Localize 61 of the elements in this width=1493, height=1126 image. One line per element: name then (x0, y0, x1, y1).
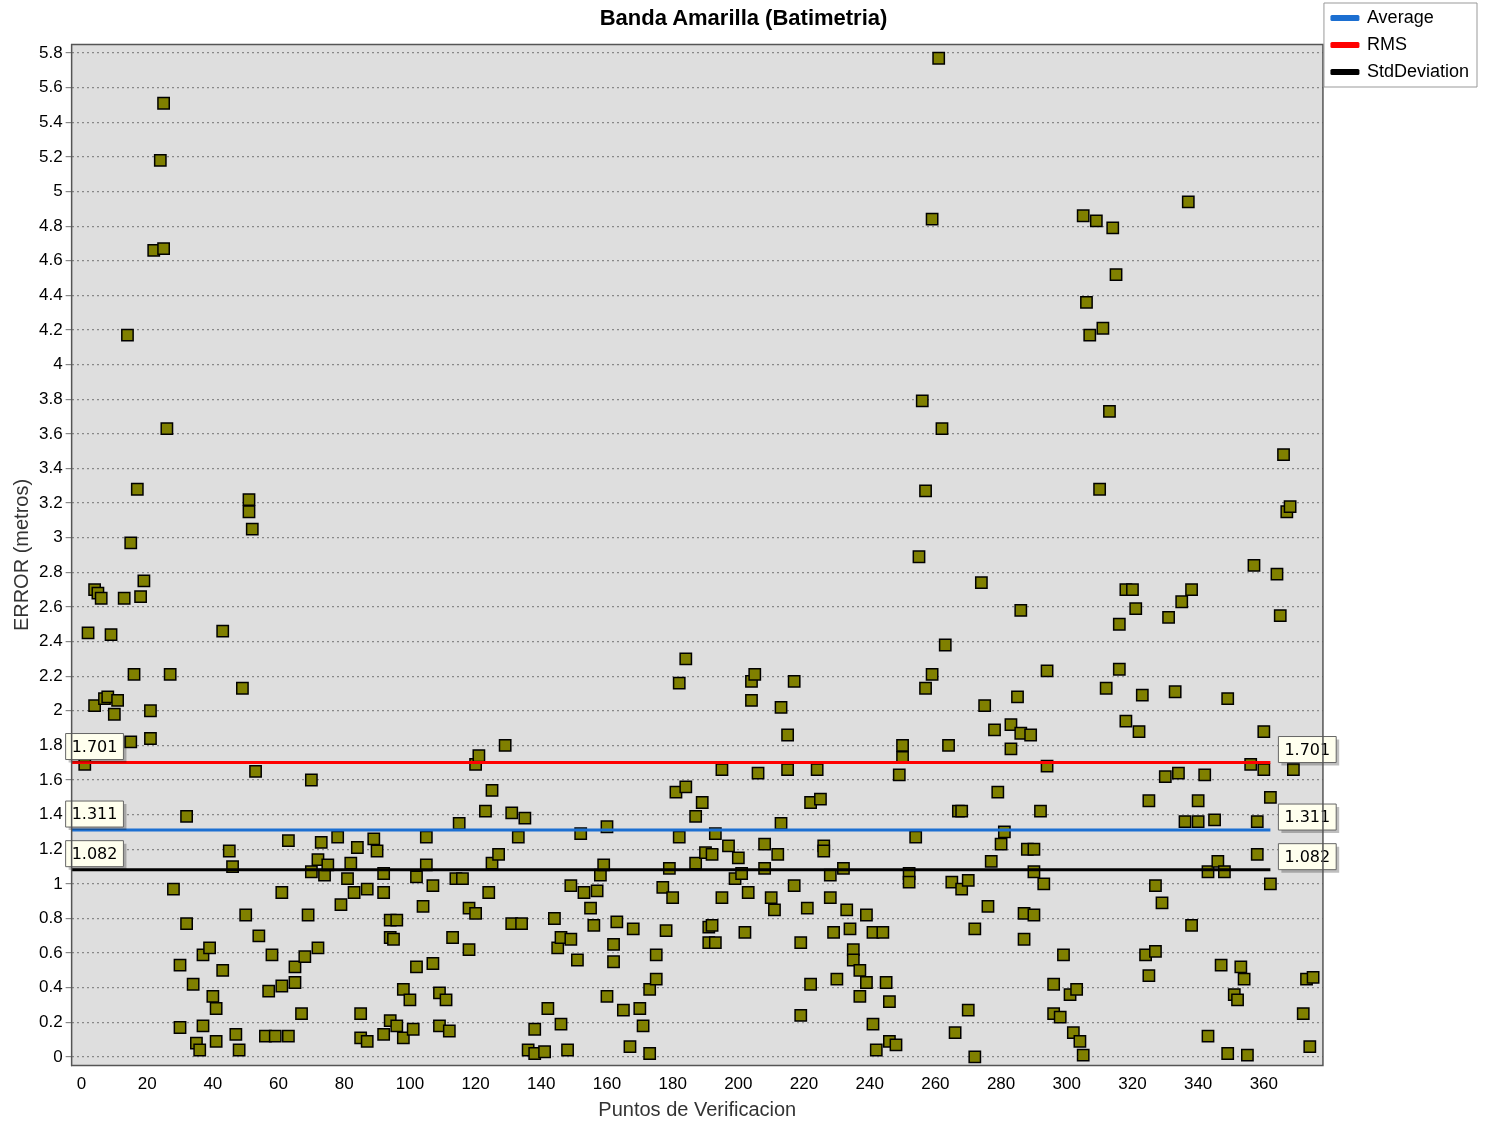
data-label: 1.701 (1284, 739, 1331, 759)
y-tick-label: 4.6 (38, 250, 63, 270)
y-tick-label: 3.4 (38, 458, 63, 478)
legend-label: StdDeviation (1366, 60, 1469, 81)
y-tick-label: 1.8 (38, 735, 63, 755)
x-tick-label: 120 (461, 1074, 490, 1094)
y-tick-label: 5 (53, 181, 63, 201)
x-tick-label: 200 (724, 1074, 753, 1094)
legend-label: Average (1366, 6, 1434, 27)
y-tick-label: 2.6 (38, 596, 63, 616)
y-tick-label: 0.6 (38, 942, 63, 962)
chart-title: Banda Amarilla (Batimetria) (599, 5, 888, 31)
y-tick-label: 3.6 (38, 423, 63, 443)
y-tick-label: 1.6 (38, 769, 63, 789)
y-tick-label: 0.2 (38, 1012, 63, 1032)
y-tick-label: 2.4 (38, 631, 63, 651)
x-tick-label: 140 (527, 1074, 556, 1094)
y-tick-label: 5.8 (38, 42, 63, 62)
y-tick-label: 3 (53, 527, 63, 547)
x-tick-label: 320 (1118, 1074, 1147, 1094)
x-tick-label: 100 (395, 1074, 425, 1094)
y-tick-label: 2.2 (38, 665, 63, 685)
y-tick-label: 1 (53, 873, 63, 893)
data-label: 1.311 (1284, 807, 1331, 827)
x-tick-label: 160 (592, 1074, 622, 1094)
x-tick-label: 220 (789, 1074, 819, 1094)
x-tick-label: 60 (269, 1074, 288, 1094)
y-tick-label: 1.2 (38, 838, 63, 858)
data-label: 1.082 (1284, 846, 1331, 866)
x-tick-label: 340 (1183, 1074, 1213, 1094)
y-tick-label: 0 (53, 1046, 63, 1066)
y-tick-label: 3.2 (38, 492, 63, 512)
x-tick-label: 40 (203, 1074, 223, 1094)
y-tick-label: 4.4 (38, 285, 63, 305)
data-label: 1.082 (71, 843, 118, 863)
y-tick-label: 1.4 (38, 804, 63, 824)
data-label: 1.701 (71, 736, 118, 756)
y-tick-label: 4.2 (38, 319, 63, 339)
y-tick-label: 2.8 (38, 562, 63, 581)
x-tick-label: 300 (1052, 1074, 1081, 1094)
x-tick-label: 280 (986, 1074, 1016, 1094)
x-tick-label: 240 (855, 1074, 884, 1094)
y-tick-label: 0.8 (38, 908, 63, 928)
x-tick-label: 260 (921, 1074, 950, 1094)
y-tick-label: 2 (53, 700, 63, 720)
data-label: 1.311 (71, 804, 118, 824)
x-tick-label: 180 (658, 1074, 687, 1094)
x-tick-label: 0 (76, 1074, 87, 1094)
x-tick-label: 20 (137, 1074, 157, 1094)
x-tick-label: 80 (334, 1074, 354, 1094)
y-tick-label: 3.8 (38, 388, 63, 408)
x-axis-title: Puntos de Verificacion (598, 1097, 797, 1120)
y-tick-label: 4.8 (38, 215, 63, 235)
y-tick-label: 0.4 (38, 977, 63, 997)
y-tick-label: 4 (53, 354, 63, 374)
y-tick-label: 5.4 (38, 111, 63, 131)
y-axis-title: ERROR (metros) (9, 478, 32, 632)
y-tick-label: 5.2 (38, 146, 63, 166)
legend-label: RMS (1366, 33, 1407, 54)
y-tick-label: 5.6 (38, 77, 63, 97)
x-tick-label: 360 (1249, 1074, 1279, 1094)
